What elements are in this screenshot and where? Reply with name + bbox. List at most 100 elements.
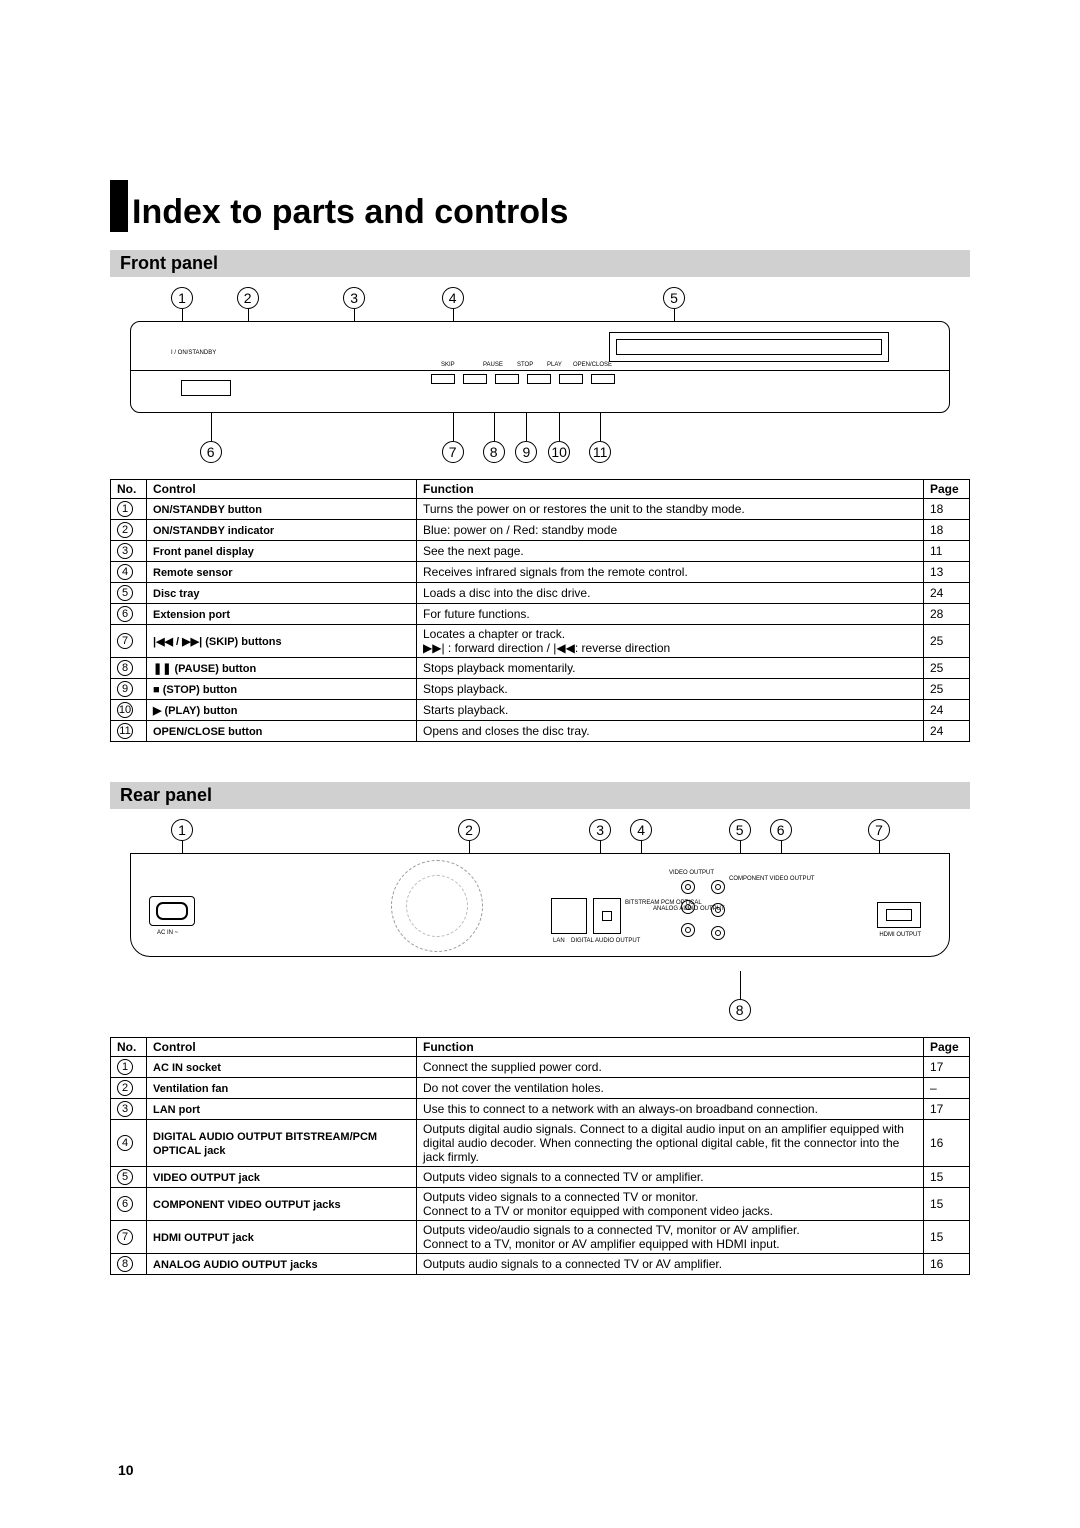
row-no: 10: [111, 700, 147, 721]
callout-9: 9: [515, 441, 537, 463]
row-function: Outputs digital audio signals. Connect t…: [417, 1120, 924, 1167]
row-no: 8: [111, 1254, 147, 1275]
title-accent-mark: [110, 180, 128, 232]
table-row: 8❚❚ (PAUSE) buttonStops playback momenta…: [111, 658, 970, 679]
callout-1: 1: [171, 287, 193, 309]
lead-line: [740, 841, 741, 853]
table-row: 5VIDEO OUTPUT jackOutputs video signals …: [111, 1167, 970, 1188]
lead-line: [740, 971, 741, 999]
page-number: 10: [118, 1462, 134, 1478]
lead-line: [559, 413, 560, 441]
th-function-r: Function: [417, 1038, 924, 1057]
th-page: Page: [924, 480, 970, 499]
front-callouts-top: 12345: [130, 287, 950, 321]
stop-btn-graphic: [527, 374, 551, 384]
row-function: Outputs video signals to a connected TV …: [417, 1167, 924, 1188]
lead-line: [526, 413, 527, 441]
row-no: 8: [111, 658, 147, 679]
row-no: 3: [111, 541, 147, 562]
row-page: 18: [924, 499, 970, 520]
row-page: 25: [924, 658, 970, 679]
callout-7: 7: [868, 819, 890, 841]
row-page: 24: [924, 700, 970, 721]
row-function: Outputs video signals to a connected TV …: [417, 1188, 924, 1221]
lead-line: [469, 841, 470, 853]
pause-btn-graphic: [495, 374, 519, 384]
row-page: 24: [924, 583, 970, 604]
row-control: ■ (STOP) button: [147, 679, 417, 700]
row-page: 17: [924, 1099, 970, 1120]
lead-line: [600, 841, 601, 853]
row-function: Receives infrared signals from the remot…: [417, 562, 924, 583]
callout-3: 3: [343, 287, 365, 309]
row-function: For future functions.: [417, 604, 924, 625]
lead-line: [494, 413, 495, 441]
rear-callouts-top: 1234567: [130, 819, 950, 853]
row-page: 16: [924, 1254, 970, 1275]
row-function: Starts playback.: [417, 700, 924, 721]
th-function: Function: [417, 480, 924, 499]
row-no: 6: [111, 1188, 147, 1221]
table-row: 1ON/STANDBY buttonTurns the power on or …: [111, 499, 970, 520]
row-page: 16: [924, 1120, 970, 1167]
stop-micro-label: STOP: [517, 362, 533, 368]
comp-micro-label: COMPONENT VIDEO OUTPUT: [729, 876, 815, 882]
table-row: 11OPEN/CLOSE buttonOpens and closes the …: [111, 721, 970, 742]
callout-2: 2: [237, 287, 259, 309]
table-row: 1AC IN socketConnect the supplied power …: [111, 1057, 970, 1078]
row-no: 6: [111, 604, 147, 625]
row-no: 4: [111, 1120, 147, 1167]
skip-back-btn-graphic: [431, 374, 455, 384]
row-page: 15: [924, 1221, 970, 1254]
callout-10: 10: [548, 441, 570, 463]
th-no-r: No.: [111, 1038, 147, 1057]
row-function: Connect the supplied power cord.: [417, 1057, 924, 1078]
lead-line: [248, 309, 249, 321]
callout-11: 11: [589, 441, 611, 463]
lead-line: [182, 841, 183, 853]
th-control-r: Control: [147, 1038, 417, 1057]
row-no: 7: [111, 625, 147, 658]
row-control: HDMI OUTPUT jack: [147, 1221, 417, 1254]
rear-panel-diagram: 1234567 AC IN ~ LAN BITSTREAM PCM OPTICA…: [130, 819, 950, 1021]
row-function: Opens and closes the disc tray.: [417, 721, 924, 742]
front-buttons-row: [431, 374, 615, 384]
row-no: 11: [111, 721, 147, 742]
row-control: Remote sensor: [147, 562, 417, 583]
row-no: 2: [111, 1078, 147, 1099]
row-no: 5: [111, 1167, 147, 1188]
front-device-illustration: I / ON/STANDBY SKIP PAUSE STOP PLAY OPEN…: [130, 321, 950, 413]
pause-micro-label: PAUSE: [483, 362, 503, 368]
acin-micro-label: AC IN ~: [157, 930, 178, 936]
row-no: 3: [111, 1099, 147, 1120]
row-function: Loads a disc into the disc drive.: [417, 583, 924, 604]
callout-8: 8: [483, 441, 505, 463]
row-no: 9: [111, 679, 147, 700]
table-row: 2ON/STANDBY indicatorBlue: power on / Re…: [111, 520, 970, 541]
row-control: ❚❚ (PAUSE) button: [147, 658, 417, 679]
row-page: 25: [924, 625, 970, 658]
th-page-r: Page: [924, 1038, 970, 1057]
lan-optical-group: [551, 898, 587, 934]
ac-in-graphic: [149, 896, 195, 926]
row-no: 4: [111, 562, 147, 583]
row-function: Outputs audio signals to a connected TV …: [417, 1254, 924, 1275]
lead-line: [674, 309, 675, 321]
component-jacks: [709, 878, 727, 947]
lan-micro-label: LAN: [553, 938, 565, 944]
openclose-btn-graphic: [591, 374, 615, 384]
lead-line: [211, 413, 212, 441]
row-function: Stops playback.: [417, 679, 924, 700]
lead-line: [781, 841, 782, 853]
row-no: 7: [111, 1221, 147, 1254]
callout-4: 4: [442, 287, 464, 309]
lead-line: [600, 413, 601, 441]
row-control: ON/STANDBY indicator: [147, 520, 417, 541]
table-row: 7|◀◀ / ▶▶| (SKIP) buttonsLocates a chapt…: [111, 625, 970, 658]
lead-line: [879, 841, 880, 853]
row-control: Extension port: [147, 604, 417, 625]
row-function: Locates a chapter or track.▶▶| : forward…: [417, 625, 924, 658]
lead-line: [641, 841, 642, 853]
page-title-bar: Index to parts and controls: [110, 180, 970, 232]
row-page: 24: [924, 721, 970, 742]
